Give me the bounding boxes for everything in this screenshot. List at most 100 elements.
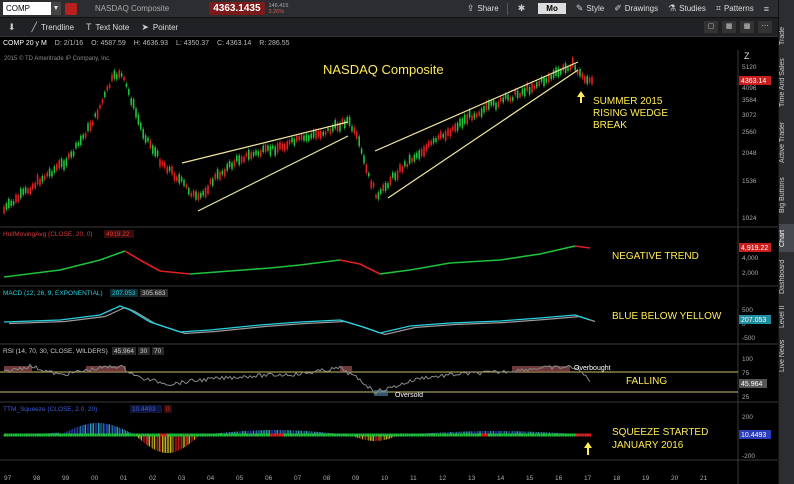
single-layout-icon[interactable]: ▢ bbox=[704, 21, 718, 33]
squeeze-dot bbox=[320, 433, 323, 437]
price-candle bbox=[569, 65, 572, 71]
squeeze-dot bbox=[488, 433, 490, 437]
studies-button[interactable]: ⚗ Studies bbox=[668, 3, 706, 13]
trendline-tool-button[interactable]: ╱ Trendline bbox=[31, 21, 75, 32]
price-candle bbox=[56, 164, 58, 171]
price-candle bbox=[176, 176, 178, 181]
side-tab-level-ii[interactable]: Level II bbox=[779, 305, 786, 329]
price-candle bbox=[384, 183, 387, 191]
squeeze-dot bbox=[15, 433, 17, 437]
price-candle bbox=[233, 160, 236, 166]
squeeze-dot bbox=[589, 433, 592, 437]
price-candle bbox=[236, 155, 238, 162]
squeeze-dot bbox=[430, 433, 433, 437]
price-candle bbox=[567, 67, 569, 71]
price-candle bbox=[521, 88, 524, 95]
side-tab-big-buttons[interactable]: Big Buttons bbox=[779, 177, 786, 213]
side-tab-trade[interactable]: Trade bbox=[779, 26, 786, 46]
squeeze-dot bbox=[74, 433, 77, 437]
hull-ma-segment bbox=[99, 250, 126, 261]
price-candle bbox=[123, 76, 125, 81]
multi-layout-icon[interactable]: ▩ bbox=[740, 21, 754, 33]
link-color-icon[interactable] bbox=[65, 2, 77, 15]
price-candle bbox=[557, 67, 560, 77]
ma-badge-bg bbox=[739, 243, 771, 252]
squeeze-annotation-line-2: JANUARY 2016 bbox=[612, 440, 684, 451]
price-candle bbox=[408, 154, 411, 164]
pointer-tool-button[interactable]: ➤ Pointer bbox=[141, 21, 179, 32]
side-tab-time-and-sales[interactable]: Time And Sales bbox=[779, 58, 786, 108]
price-candle bbox=[183, 180, 185, 186]
price-candle bbox=[346, 117, 348, 123]
rsi-badge: 45.964 bbox=[741, 381, 763, 388]
time-axis-label: 19 bbox=[642, 475, 650, 482]
squeeze-dot bbox=[111, 433, 114, 437]
price-candle bbox=[262, 145, 264, 153]
time-axis-label: 04 bbox=[207, 475, 215, 482]
price-candle bbox=[3, 206, 5, 214]
squeeze-dot bbox=[199, 433, 202, 437]
squeeze-dot bbox=[184, 433, 187, 437]
squeeze-dot bbox=[208, 433, 211, 437]
price-candle bbox=[178, 174, 180, 184]
side-tab-live-news[interactable]: Live News bbox=[779, 339, 786, 373]
price-candle bbox=[392, 172, 394, 178]
side-tab-chart[interactable]: Chart bbox=[779, 224, 794, 252]
style-button[interactable]: ✎ Style bbox=[575, 3, 605, 13]
squeeze-dot bbox=[103, 433, 105, 437]
text-note-tool-button[interactable]: T Text Note bbox=[86, 22, 130, 32]
squeeze-dot bbox=[494, 433, 497, 437]
rsi-line bbox=[3, 363, 591, 395]
squeeze-dot bbox=[527, 433, 530, 437]
zoom-icon[interactable]: Z bbox=[744, 51, 750, 61]
squeeze-dot bbox=[463, 433, 466, 437]
squeeze-dot bbox=[87, 433, 90, 437]
price-candle bbox=[449, 129, 452, 137]
side-tab-dashboard[interactable]: Dashboard bbox=[779, 259, 786, 295]
symbol-dropdown-icon[interactable]: ▼ bbox=[51, 2, 61, 15]
svg-text:2048: 2048 bbox=[742, 150, 757, 157]
hull-ma-segment bbox=[409, 262, 451, 271]
svg-text:5120: 5120 bbox=[742, 64, 757, 71]
top-toolbar: COMP ▼ NASDAQ Composite 4363.1435 146.41… bbox=[0, 0, 778, 18]
squeeze-header-value2: 0 bbox=[166, 406, 170, 413]
chart-area[interactable]: 2015 © TD Ameritrade IP Company, Inc. NA… bbox=[0, 50, 778, 484]
gear-icon: ✱ bbox=[517, 3, 526, 13]
time-axis-label: 14 bbox=[497, 475, 505, 482]
squeeze-dot bbox=[67, 433, 70, 437]
price-candle bbox=[228, 161, 231, 167]
menu-button[interactable]: ≡ bbox=[764, 4, 772, 14]
settings-button[interactable]: ✱ bbox=[518, 3, 529, 14]
price-candle bbox=[411, 157, 413, 163]
cursor-tool-button[interactable]: ⬇ bbox=[8, 22, 20, 33]
patterns-button[interactable]: ⌗ Patterns bbox=[715, 3, 754, 13]
share-button[interactable]: ⇪ Share bbox=[466, 3, 499, 13]
drawings-button[interactable]: ✐ Drawings bbox=[614, 3, 659, 13]
grid-layout-icon[interactable]: ▦ bbox=[722, 21, 736, 33]
price-candle bbox=[108, 84, 111, 88]
squeeze-dot bbox=[428, 433, 431, 437]
squeeze-dot bbox=[81, 433, 83, 437]
price-change: 146.415 3.26% bbox=[269, 3, 289, 15]
squeeze-dot bbox=[28, 433, 31, 437]
price-candle bbox=[380, 189, 382, 194]
squeeze-dot bbox=[516, 433, 519, 437]
price-candle bbox=[528, 87, 531, 95]
aggregation-mode-box[interactable]: Mo bbox=[538, 3, 566, 14]
symbol-input[interactable]: COMP bbox=[3, 2, 51, 15]
drawing-toolbar: ⬇ ╱ Trendline T Text Note ➤ Pointer ▢ ▦ ▩ ⋯ bbox=[0, 18, 778, 37]
squeeze-dot bbox=[232, 433, 235, 437]
squeeze-dot bbox=[166, 433, 169, 437]
squeeze-dot bbox=[565, 433, 567, 437]
squeeze-dot bbox=[345, 433, 347, 437]
squeeze-dot bbox=[290, 433, 292, 437]
side-tab-active-trader[interactable]: Active Trader bbox=[779, 121, 786, 163]
wedge-2-upper-line bbox=[374, 61, 579, 152]
squeeze-dot bbox=[347, 433, 350, 437]
squeeze-dot bbox=[270, 433, 273, 437]
info-close: C: 4363.14 bbox=[217, 40, 252, 47]
squeeze-dot bbox=[514, 433, 517, 437]
price-candle bbox=[166, 166, 168, 174]
options-icon[interactable]: ⋯ bbox=[758, 21, 772, 33]
price-candle bbox=[416, 152, 418, 158]
